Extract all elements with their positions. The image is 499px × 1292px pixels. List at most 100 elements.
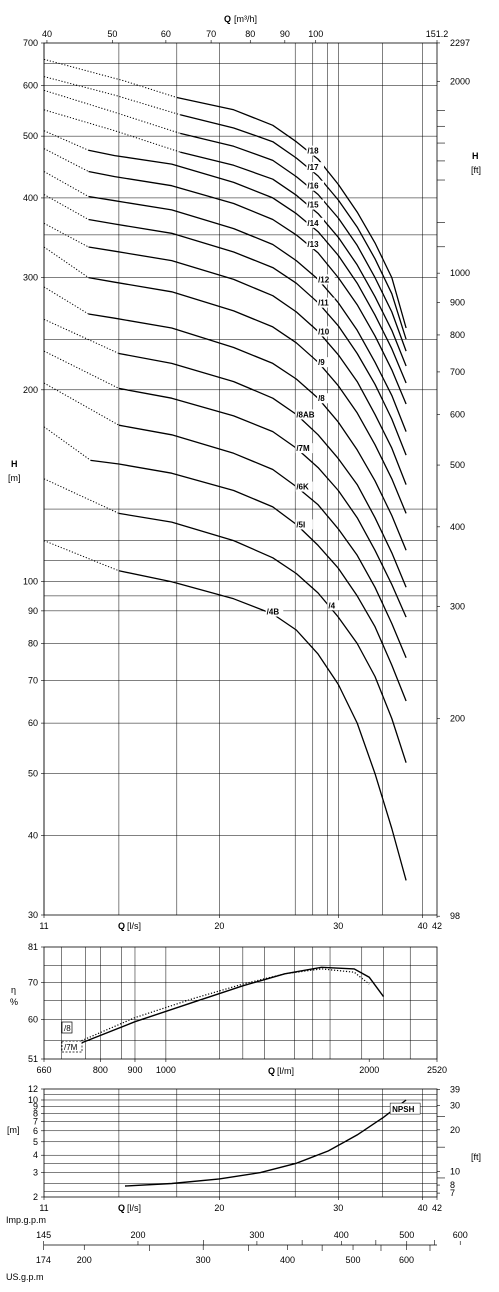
curve-label: /15 <box>307 201 319 210</box>
right-tick-label: 1000 <box>450 268 470 278</box>
y-tick-label: 80 <box>28 638 38 648</box>
curve-dotted-8 <box>43 286 89 315</box>
curve-label-bg <box>327 600 340 611</box>
curve-label-bg <box>306 217 324 228</box>
curve-label: /6K <box>296 483 309 492</box>
curve-label: /14 <box>307 219 319 228</box>
npsh-y-tick-label: 7 <box>33 1116 38 1126</box>
head-curve-chart: 30 40 50 60 70 80 90 100 200 300 400 500 600 700 H [m] 1… <box>8 14 481 931</box>
curve-label: /8AB <box>296 410 314 419</box>
npsh-right-axis-label: [ft] <box>471 1152 481 1162</box>
eff-y-tick-label: 70 <box>28 977 38 987</box>
curve-label: /17 <box>307 163 319 172</box>
curve-13 <box>88 170 407 405</box>
right-tick-label: 2000 <box>450 76 470 86</box>
eff-x-tick-label: 2520 <box>427 1065 447 1075</box>
npsh-y-tick-label: 3 <box>33 1168 38 1178</box>
npsh-y-tick-label: 9 <box>33 1101 38 1111</box>
curve-label-bg <box>265 606 284 617</box>
top-axis-label-bold: Q <box>224 14 231 24</box>
eff-x-tick-label: 800 <box>93 1065 108 1075</box>
curve-label: /5I <box>296 520 305 529</box>
curve-label: /7M <box>296 444 310 453</box>
x-axis-label-unit: [l/s] <box>127 921 141 931</box>
legend-box-7M <box>61 1040 83 1053</box>
us-tick-label: 400 <box>280 1255 295 1265</box>
curve-label: /4 <box>328 601 335 610</box>
us-tick-label: 300 <box>196 1255 211 1265</box>
npsh-y-tick-label: 8 <box>33 1108 38 1118</box>
x-tick-label: 11 <box>39 921 48 931</box>
curve-label-bg <box>317 326 335 337</box>
top-tick-label: 100 <box>308 29 323 39</box>
curve-8AB <box>118 352 407 588</box>
npsh-x-tick-label: 20 <box>214 1203 224 1213</box>
npsh-frame <box>43 1088 438 1198</box>
curve-label-bg <box>317 357 330 368</box>
y-tick-label: 70 <box>28 675 38 685</box>
eff-x-tick-label: 900 <box>127 1065 142 1075</box>
top-tick-label: 40 <box>42 29 52 39</box>
top-tick-label: 50 <box>107 29 117 39</box>
imp-tick-label: 300 <box>249 1230 264 1240</box>
curve-label-bg <box>317 297 335 308</box>
npsh-y-axis-label: [m] <box>7 1125 20 1135</box>
eff-y-tick-label: 60 <box>28 1015 38 1025</box>
top-tick-label: 151.2 <box>426 29 449 39</box>
curve-dotted-15 <box>43 109 181 153</box>
npsh-y-tick-label: 6 <box>33 1126 38 1136</box>
npsh-curve-label: NPSH <box>392 1105 414 1114</box>
top-axis-label-unit: [m³/h] <box>234 14 257 24</box>
curve-dotted-4B <box>43 540 120 572</box>
eff-curve-7M <box>81 968 370 1042</box>
right-tick-label: 900 <box>450 297 465 307</box>
eff-frame <box>43 946 438 1060</box>
curve-dotted-13 <box>43 148 89 172</box>
npsh-right-tick-label: 10 <box>450 1167 460 1177</box>
right-tick-label: 200 <box>450 714 465 724</box>
curve-label: /8 <box>318 394 325 403</box>
right-axis-label-bold: H <box>472 151 479 161</box>
curve-7M <box>118 387 407 618</box>
curve-dotted-9 <box>43 246 89 279</box>
npsh-x-tick-label: 30 <box>333 1203 343 1213</box>
npsh-y-tick-label: 10 <box>28 1095 38 1105</box>
npsh-y-tick-label: 2 <box>33 1192 38 1202</box>
curve-label: /10 <box>318 327 330 336</box>
eff-curve-8 <box>81 966 385 1044</box>
npsh-x-axis-label-unit: [l/s] <box>127 1203 141 1213</box>
x-axis-label-bold: Q <box>118 921 125 931</box>
curve-6K <box>118 424 407 658</box>
efficiency-chart: 51 60 70 81 660 800 900 1000 2000 2520 Q [l/m] η% /8… <box>10 942 447 1076</box>
npsh-right-tick-label: 30 <box>450 1100 460 1110</box>
npsh-y-tick-label: 5 <box>33 1137 38 1147</box>
eff-y-axis-unit: % <box>10 997 18 1007</box>
curve-17 <box>180 114 407 340</box>
curve-dotted-10 <box>43 222 89 248</box>
y-tick-label: 200 <box>23 385 38 395</box>
curve-dotted-5I <box>43 426 91 461</box>
npsh-x-tick-label: 40 <box>418 1203 428 1213</box>
right-tick-label: 600 <box>450 410 465 420</box>
right-tick-label: 300 <box>450 601 465 611</box>
x-tick-label: 30 <box>333 921 343 931</box>
npsh-right-tick-label: 8 <box>450 1180 455 1190</box>
curve-label: /9 <box>318 358 325 367</box>
imp-tick-label: 145 <box>36 1230 51 1240</box>
curve-dotted-4 <box>43 478 120 514</box>
npsh-right-tick-label: 39 <box>450 1085 460 1095</box>
eff-y-tick-label: 81 <box>28 942 38 952</box>
npsh-y-tick-label: 4 <box>33 1150 38 1160</box>
right-tick-label: 98 <box>450 911 460 921</box>
curve-label-bg <box>295 519 313 530</box>
npsh-y-tick-label: 12 <box>28 1084 38 1094</box>
curve-dotted-18 <box>43 58 177 98</box>
curve-11 <box>88 218 407 456</box>
curve-label-bg <box>306 162 324 173</box>
curve-dotted-14 <box>43 130 89 151</box>
imp-tick-label: 500 <box>399 1230 414 1240</box>
y-tick-label: 30 <box>28 910 38 920</box>
curve-12 <box>88 195 407 432</box>
